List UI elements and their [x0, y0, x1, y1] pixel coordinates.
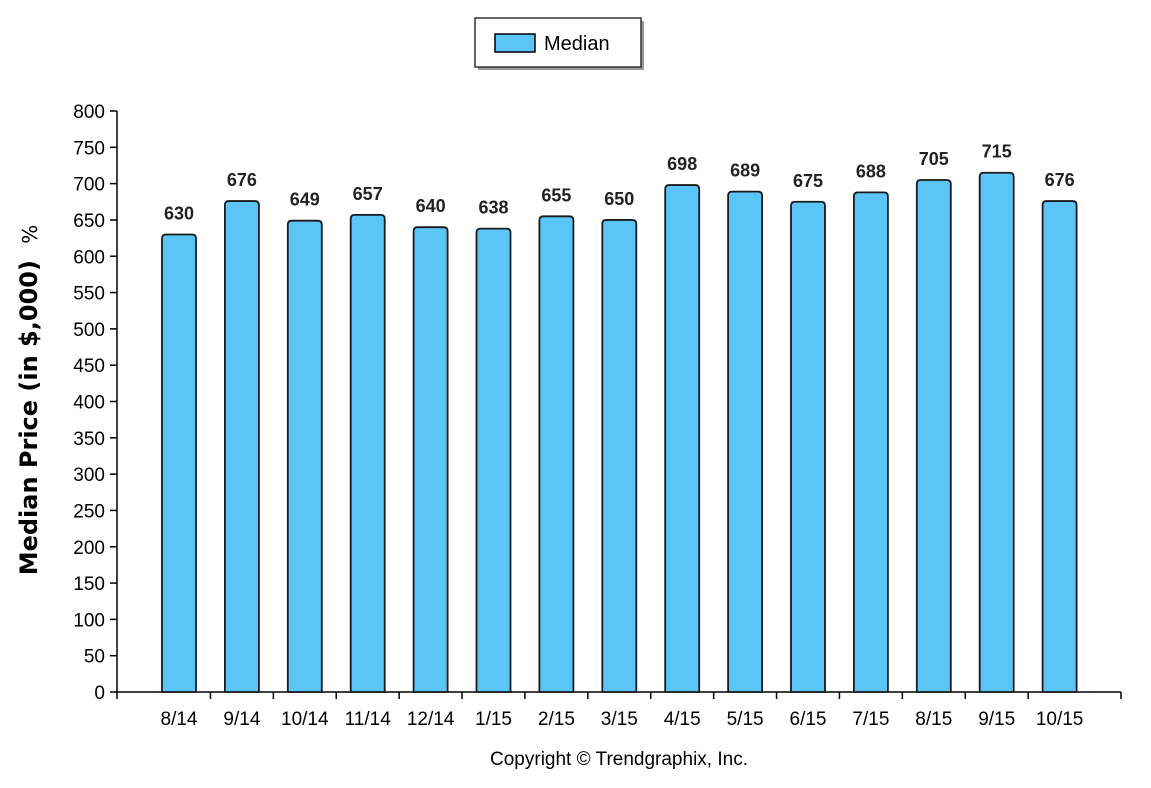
bar-value-label: 676 — [1045, 170, 1075, 190]
data-labels: 630 676 649 657 640 638 655 650 698 689 675 688 705 7… — [164, 142, 1075, 224]
bar-value-label: 698 — [667, 154, 697, 174]
x-tick-label: 6/15 — [790, 709, 827, 730]
y-tick-label: 150 — [73, 574, 105, 595]
bar-value-label: 715 — [982, 142, 1012, 162]
bar — [475, 227, 512, 693]
y-axis-title-text: Median Price (in $,000) — [15, 260, 43, 575]
x-tick-label: 1/15 — [475, 709, 512, 730]
x-tick-label: 2/15 — [538, 709, 575, 730]
bar-value-label: 657 — [353, 184, 383, 204]
bar-value-label: 640 — [416, 196, 446, 216]
bar — [286, 219, 323, 693]
legend: Median — [474, 17, 644, 70]
bar-value-label: 630 — [164, 203, 194, 223]
bar — [1041, 200, 1078, 693]
x-tick-label: 4/15 — [664, 709, 701, 730]
y-tick-label: 50 — [84, 647, 105, 668]
bar-value-label: 689 — [730, 161, 760, 181]
bar — [978, 171, 1015, 693]
x-tick-label: 10/14 — [281, 709, 329, 730]
x-tick-label: 12/14 — [407, 709, 455, 730]
y-tick-label: 500 — [73, 320, 105, 341]
y-tick-label: 0 — [94, 683, 105, 704]
y-tick-label: 750 — [73, 138, 105, 159]
x-axis: 8/14 9/14 10/14 11/14 12/14 1/15 2/15 3/15 4/15 5… — [116, 691, 1122, 730]
y-tick-label: 450 — [73, 356, 105, 377]
bar — [853, 191, 889, 693]
x-tick-label: 8/14 — [161, 709, 198, 730]
y-tick-label: 600 — [73, 247, 105, 268]
bar-value-label: 650 — [604, 189, 634, 209]
bar-value-label: 655 — [541, 185, 571, 205]
x-tick-label: 7/15 — [852, 709, 889, 730]
bar-value-label: 688 — [856, 161, 886, 181]
y-tick-label: 250 — [73, 501, 105, 522]
bar — [349, 213, 386, 693]
bar — [664, 184, 701, 693]
y-tick-label: 700 — [73, 175, 105, 196]
legend-swatch — [494, 33, 536, 53]
y-tick-label: 650 — [73, 211, 105, 232]
y-tick-label: 300 — [73, 465, 105, 486]
x-tick-label: 9/15 — [978, 709, 1015, 730]
y-tick-label: 100 — [73, 610, 105, 631]
x-tick-label: 10/15 — [1036, 709, 1084, 730]
bar-value-label: 675 — [793, 171, 823, 191]
bar — [727, 190, 763, 693]
bar-series-median — [161, 171, 1078, 693]
bar-value-label: 649 — [290, 190, 320, 210]
x-tick-label: 9/14 — [223, 709, 260, 730]
y-tick-label: 200 — [73, 538, 105, 559]
bar-value-label: 676 — [227, 170, 257, 190]
y-axis-title: Median Price (in $,000) % — [15, 225, 43, 576]
bar — [224, 200, 260, 693]
bar — [790, 200, 826, 693]
bar — [538, 215, 575, 693]
x-tick-label: 5/15 — [727, 709, 764, 730]
bar — [915, 179, 952, 693]
y-tick-label: 400 — [73, 393, 105, 414]
bar-value-label: 705 — [919, 149, 949, 169]
copyright-notice: Copyright © Trendgraphix, Inc. — [490, 749, 748, 770]
bar-value-label: 638 — [478, 198, 508, 218]
y-tick-label: 350 — [73, 429, 105, 450]
x-tick-label: 11/14 — [345, 709, 392, 730]
legend-entry-median: Median — [544, 33, 610, 55]
x-tick-label: 3/15 — [601, 709, 638, 730]
y-tick-label: 550 — [73, 284, 105, 305]
y-tick-label: 800 — [73, 102, 105, 123]
bar — [412, 226, 449, 693]
bar — [161, 233, 197, 693]
y-axis: 0 50 100 150 200 250 300 350 400 450 500 550 600 650 7… — [73, 102, 118, 704]
bar — [601, 219, 638, 693]
x-tick-label: 8/15 — [915, 709, 952, 730]
y-axis-title-suffix: % — [18, 225, 42, 244]
